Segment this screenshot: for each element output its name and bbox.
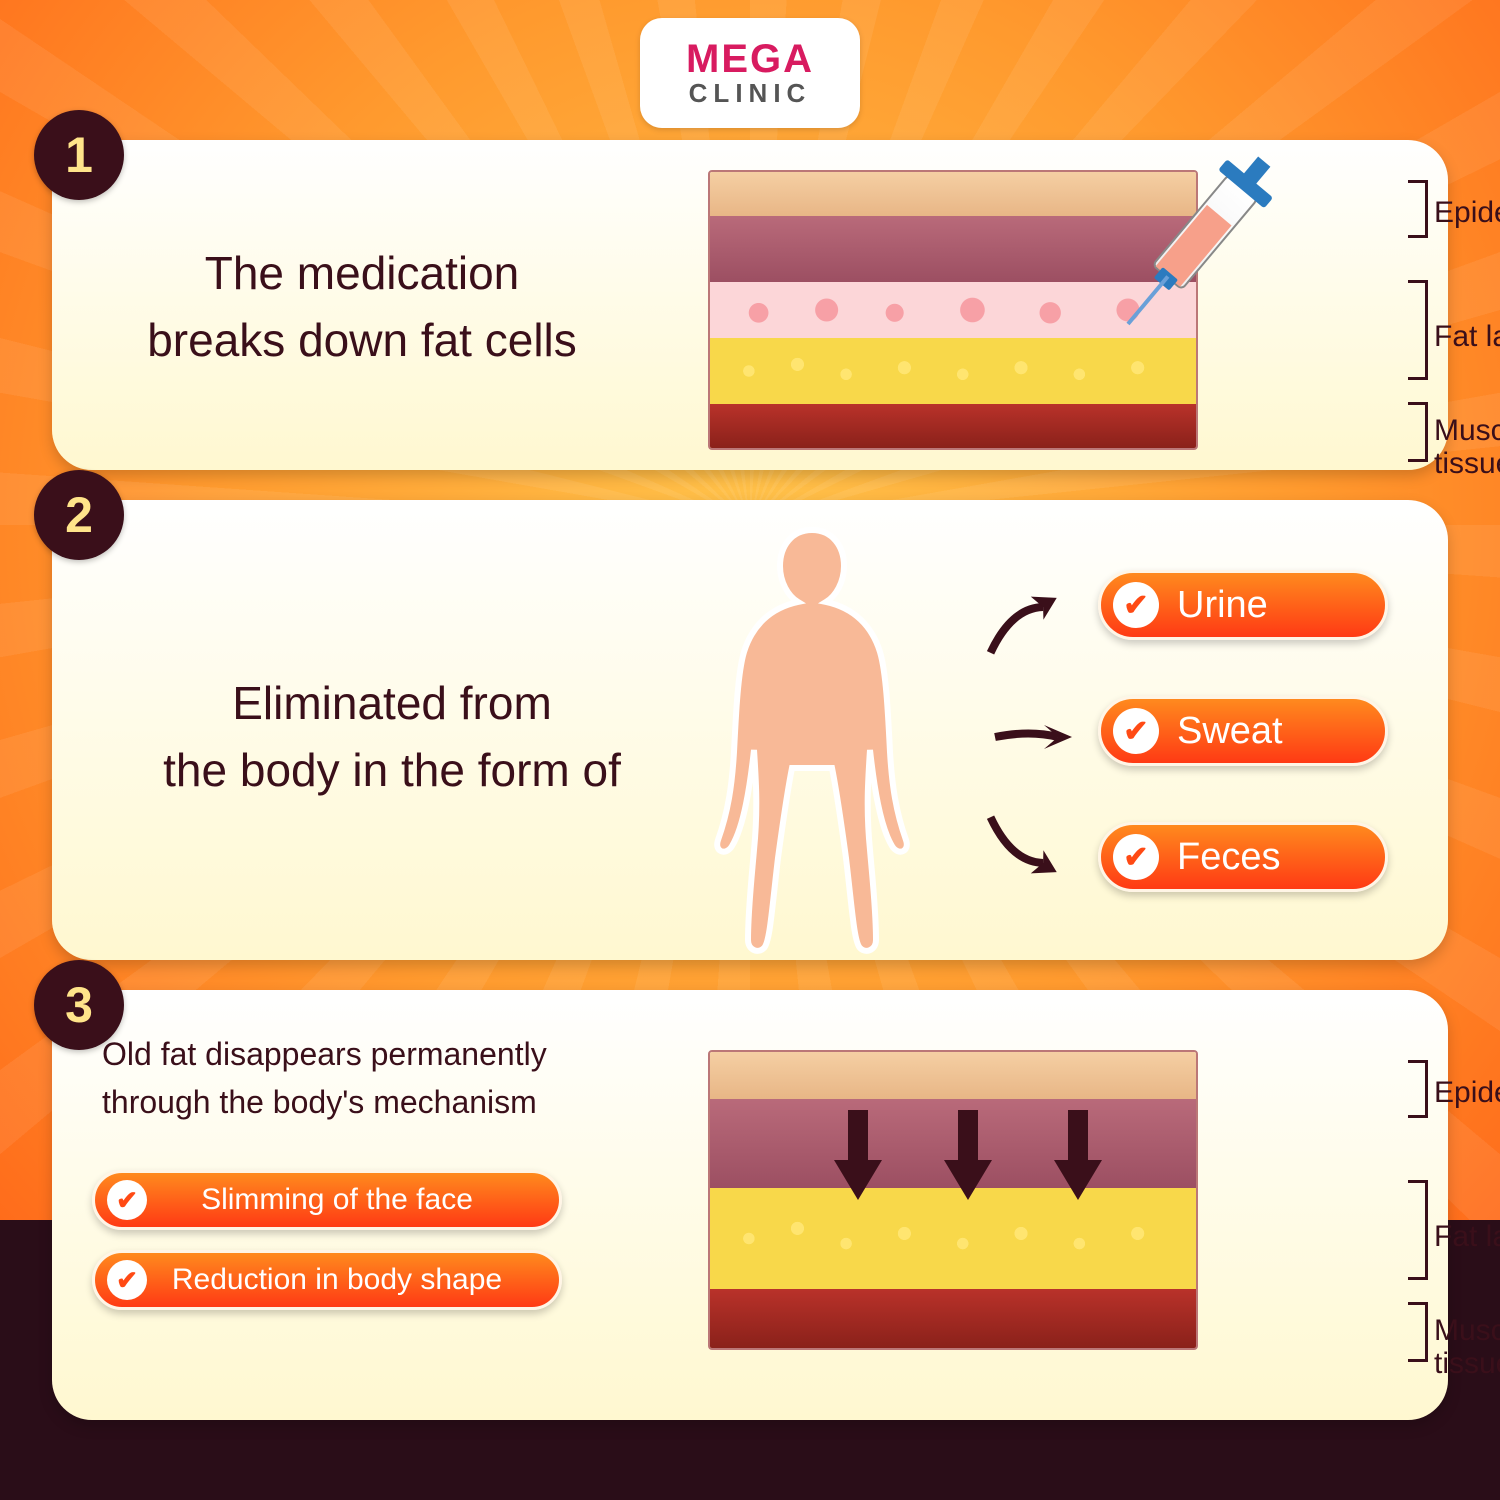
panel-3: 3 Old fat disappears permanently through…: [52, 990, 1448, 1420]
step-badge-1: 1: [34, 110, 124, 200]
check-icon: ✔: [107, 1180, 147, 1220]
muscle-layer: [710, 1289, 1196, 1348]
skin-cross-section-3: [708, 1050, 1198, 1350]
down-arrows: [828, 1110, 1108, 1200]
panel-1: 1 The medication breaks down fat cells E…: [52, 140, 1448, 470]
check-icon: ✔: [1113, 834, 1159, 880]
check-icon: ✔: [1113, 582, 1159, 628]
check-icon: ✔: [107, 1260, 147, 1300]
step-badge-2: 2: [34, 470, 124, 560]
down-arrow-icon: [938, 1110, 998, 1200]
infographic-background: MEGA CLINIC 1 The medication breaks down…: [0, 0, 1500, 1500]
down-arrow-icon: [828, 1110, 888, 1200]
label-fat: Fat layer: [1434, 320, 1500, 354]
logo-card: MEGA CLINIC: [640, 18, 860, 128]
pill-reduction-body: ✔ Reduction in body shape: [92, 1250, 562, 1310]
epidermis-layer: [710, 1052, 1196, 1099]
logo-line2: CLINIC: [689, 78, 812, 109]
label-epidermis: Epidermis: [1434, 196, 1500, 230]
arrow-icon: [990, 712, 1080, 762]
pill-slimming-face: ✔ Slimming of the face: [92, 1170, 562, 1230]
down-arrow-icon: [1048, 1110, 1108, 1200]
label-muscle: Muscle tissue: [1434, 414, 1500, 480]
panel-1-text: The medication breaks down fat cells: [112, 240, 612, 373]
arrow-icon: [972, 806, 1074, 884]
yellow-fat-layer: [710, 338, 1196, 404]
pill-feces: ✔ Feces: [1098, 822, 1388, 892]
pill-urine: ✔ Urine: [1098, 570, 1388, 640]
pill-sweat: ✔ Sweat: [1098, 696, 1388, 766]
pill-label: Sweat: [1177, 710, 1313, 753]
label-epidermis: Epidermis: [1434, 1076, 1500, 1110]
logo-line1: MEGA: [686, 37, 814, 82]
panel-2: 2 Eliminated from the body in the form o…: [52, 500, 1448, 960]
pill-label: Reduction in body shape: [172, 1263, 552, 1297]
label-muscle: Muscle tissue: [1434, 1314, 1500, 1380]
pill-label: Slimming of the face: [201, 1183, 523, 1217]
arrow-icon: [972, 586, 1074, 664]
pill-label: Urine: [1177, 584, 1298, 627]
panel-2-text: Eliminated from the body in the form of: [92, 670, 692, 803]
pill-label: Feces: [1177, 836, 1310, 879]
body-silhouette-icon: [692, 520, 932, 965]
panel-3-text: Old fat disappears permanently through t…: [102, 1030, 562, 1126]
check-icon: ✔: [1113, 708, 1159, 754]
muscle-layer: [710, 404, 1196, 448]
yellow-fat-layer: [710, 1188, 1196, 1289]
label-fat: Fat layer: [1434, 1220, 1500, 1254]
